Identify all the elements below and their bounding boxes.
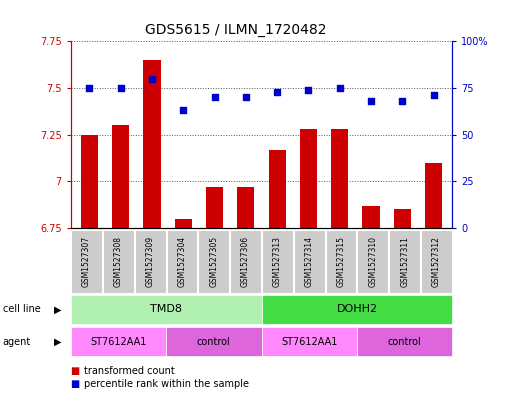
Point: [429, 92, 438, 99]
Text: percentile rank within the sample: percentile rank within the sample: [84, 379, 248, 389]
Text: GSM1527305: GSM1527305: [209, 236, 218, 287]
Text: GDS5615 / ILMN_1720482: GDS5615 / ILMN_1720482: [144, 23, 326, 37]
Text: cell line: cell line: [3, 305, 40, 314]
Bar: [331, 129, 348, 228]
Point: [117, 85, 125, 91]
Point: [242, 94, 250, 100]
Text: control: control: [388, 336, 422, 347]
Point: [336, 85, 344, 91]
Text: control: control: [197, 336, 231, 347]
Point: [367, 98, 375, 104]
Text: GSM1527304: GSM1527304: [177, 236, 187, 287]
Bar: [394, 209, 411, 228]
Text: agent: agent: [3, 336, 31, 347]
Bar: [206, 187, 223, 228]
Bar: [237, 187, 255, 228]
Point: [273, 88, 281, 95]
Text: GSM1527310: GSM1527310: [368, 236, 378, 287]
Text: GSM1527314: GSM1527314: [305, 236, 314, 287]
Text: GSM1527311: GSM1527311: [400, 236, 409, 287]
Text: GSM1527313: GSM1527313: [273, 236, 282, 287]
Point: [85, 85, 94, 91]
Text: ST7612AA1: ST7612AA1: [281, 336, 337, 347]
Text: GSM1527309: GSM1527309: [145, 236, 155, 287]
Text: ▶: ▶: [54, 336, 61, 347]
Point: [179, 107, 187, 114]
Bar: [81, 134, 98, 228]
Point: [210, 94, 219, 100]
Text: ■: ■: [71, 379, 80, 389]
Point: [398, 98, 406, 104]
Text: GSM1527312: GSM1527312: [432, 236, 441, 287]
Text: transformed count: transformed count: [84, 366, 175, 376]
Bar: [362, 206, 380, 228]
Point: [304, 86, 313, 93]
Text: TMD8: TMD8: [150, 305, 182, 314]
Text: ▶: ▶: [54, 305, 61, 314]
Text: DOHH2: DOHH2: [336, 305, 378, 314]
Point: [148, 75, 156, 82]
Text: ■: ■: [71, 366, 80, 376]
Text: ST7612AA1: ST7612AA1: [90, 336, 146, 347]
Text: GSM1527308: GSM1527308: [114, 236, 123, 287]
Bar: [268, 150, 286, 228]
Bar: [300, 129, 317, 228]
Bar: [143, 60, 161, 228]
Text: GSM1527315: GSM1527315: [336, 236, 346, 287]
Bar: [425, 163, 442, 228]
Bar: [175, 219, 192, 228]
Text: GSM1527306: GSM1527306: [241, 236, 250, 287]
Bar: [112, 125, 129, 228]
Text: GSM1527307: GSM1527307: [82, 236, 91, 287]
